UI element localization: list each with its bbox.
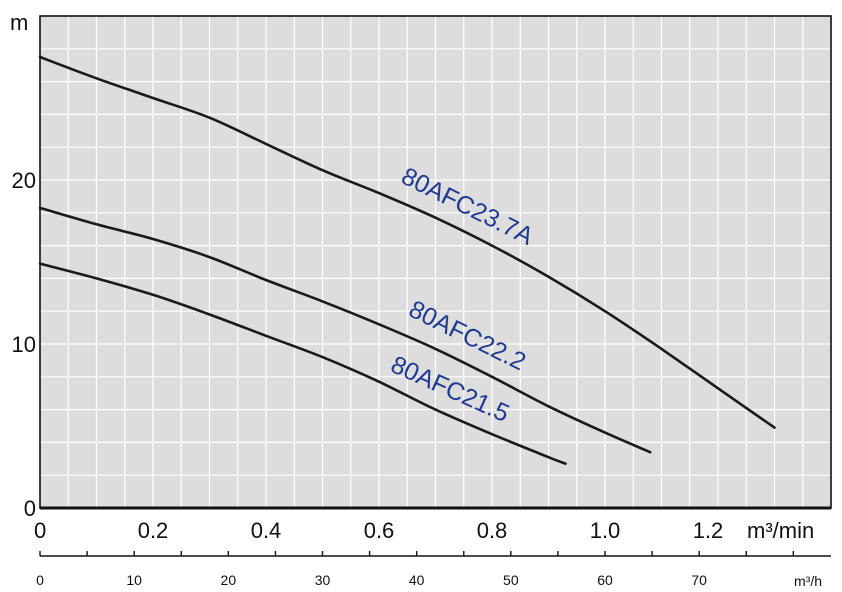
secondary-x-tick-label: 70 <box>691 572 707 588</box>
series-line-80afc21-5 <box>38 262 567 465</box>
y-axis: m 0 10 20 <box>10 10 36 521</box>
plot-frame <box>39 15 832 510</box>
x-tick-label: 0 <box>34 518 46 543</box>
y-tick-label: 10 <box>12 332 36 357</box>
x-axis: m³/min 0 0.2 0.4 0.6 0.8 1.0 1.2 <box>34 518 814 543</box>
x-tick-label: 1.2 <box>693 518 724 543</box>
series-line-80afc23-7a <box>38 55 776 429</box>
x-tick-label: 0.6 <box>364 518 395 543</box>
y-tick-label: 20 <box>12 168 36 193</box>
secondary-x-axis-unit: m³/h <box>794 573 822 589</box>
x-tick-label: 0.2 <box>138 518 169 543</box>
secondary-x-tick-label: 10 <box>126 572 142 588</box>
secondary-x-tick-label: 60 <box>597 572 613 588</box>
series-line-80afc22-2 <box>38 206 652 454</box>
secondary-x-tick-label: 0 <box>36 572 44 588</box>
secondary-x-tick-label: 20 <box>221 572 237 588</box>
y-tick-label: 0 <box>24 496 36 521</box>
secondary-x-tick-label: 40 <box>409 572 425 588</box>
secondary-x-tick-label: 30 <box>315 572 331 588</box>
x-tick-label: 0.8 <box>477 518 508 543</box>
x-tick-label: 1.0 <box>590 518 621 543</box>
x-tick-label: 0.4 <box>251 518 282 543</box>
grid <box>40 16 831 508</box>
curves <box>38 55 776 465</box>
x-axis-unit: m³/min <box>747 518 814 543</box>
secondary-x-tick-label: 50 <box>503 572 519 588</box>
y-axis-unit: m <box>10 10 28 35</box>
secondary-x-axis: m³/h 0 10 20 30 40 50 60 70 <box>36 551 831 589</box>
